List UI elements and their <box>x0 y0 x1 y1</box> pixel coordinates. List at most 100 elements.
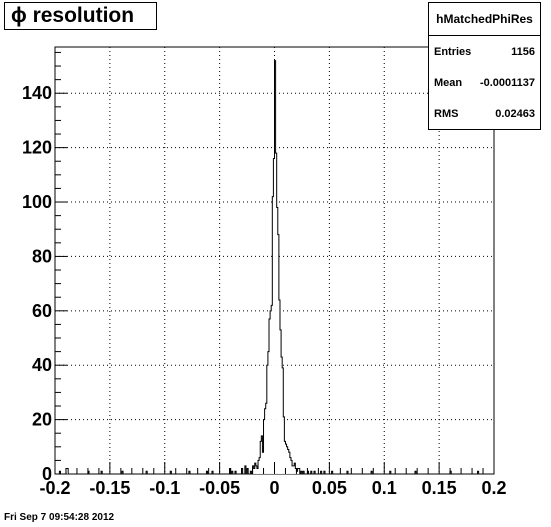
histogram-bin <box>261 435 263 474</box>
histogram-bin <box>295 468 297 474</box>
y-tick-label: 80 <box>32 246 52 266</box>
histogram-bin <box>307 471 309 474</box>
histogram-bin <box>146 471 148 474</box>
histogram-series <box>58 60 480 474</box>
stats-value: 1156 <box>511 45 535 58</box>
histogram-bin <box>259 457 261 474</box>
histogram-bin <box>231 471 233 474</box>
histogram-bin <box>255 465 257 474</box>
histogram-bin <box>170 471 172 474</box>
histogram-bin <box>252 465 254 474</box>
histogram-bin <box>253 468 255 474</box>
histogram-bin <box>282 367 284 474</box>
title-box: ϕ resolution <box>4 2 157 30</box>
x-tick-label: 0.15 <box>422 478 457 498</box>
x-tick-label: 0 <box>269 478 279 498</box>
histogram-bin <box>211 471 214 474</box>
y-tick-label: 100 <box>22 192 52 212</box>
histogram-bin <box>101 471 103 474</box>
histogram-bin <box>275 153 277 474</box>
histogram-bin <box>323 471 325 474</box>
histogram-bin <box>264 408 266 474</box>
histogram-bin <box>273 158 275 474</box>
x-tick-label: -0.1 <box>149 478 180 498</box>
histogram-bin <box>270 310 272 474</box>
histogram-bin <box>272 196 274 474</box>
histogram-bin <box>294 463 296 474</box>
histogram-bin <box>67 468 69 474</box>
histogram-bin <box>267 351 270 474</box>
x-tick-label: -0.05 <box>199 478 240 498</box>
histogram-bin <box>276 207 278 474</box>
histogram-bin <box>331 471 333 474</box>
histogram-bin <box>234 471 237 474</box>
histogram-bin <box>371 471 373 474</box>
histogram-bin <box>87 471 90 474</box>
histogram-bin <box>310 471 312 474</box>
stats-value: 0.02463 <box>495 107 535 120</box>
histogram-bin <box>283 416 285 474</box>
histogram-bin <box>286 446 288 474</box>
histogram-bin <box>314 471 316 474</box>
histogram-bin <box>260 441 262 474</box>
y-tick-label: 40 <box>32 355 52 375</box>
histogram-bin <box>274 60 276 474</box>
histogram-bin <box>450 471 452 474</box>
histogram-bin <box>389 471 391 474</box>
histogram-bin <box>277 234 279 474</box>
stats-histogram-name: hMatchedPhiRes <box>429 3 540 36</box>
histogram-bin <box>269 318 271 474</box>
timestamp-footer: Fri Sep 7 09:54:28 2012 <box>4 512 115 523</box>
stats-label: Mean <box>434 76 463 89</box>
histogram-bin <box>262 452 264 474</box>
stats-row-entries: Entries 1156 <box>429 36 540 67</box>
histogram-bin <box>297 468 299 474</box>
stats-label: Entries <box>434 45 472 58</box>
histogram-bin <box>477 471 479 474</box>
histogram-bin <box>320 471 322 474</box>
histogram-bin <box>247 468 249 474</box>
histogram-bin <box>265 403 267 474</box>
stats-box: hMatchedPhiRes Entries 1156 Mean -0.0001… <box>428 2 541 130</box>
histogram-bin <box>298 468 300 474</box>
histogram-bin <box>293 465 295 474</box>
y-tick-label: 60 <box>32 301 52 321</box>
histogram-bin <box>271 305 273 474</box>
histogram-bin <box>229 468 231 474</box>
x-tick-label: 0.1 <box>372 478 397 498</box>
stats-row-rms: RMS 0.02463 <box>429 98 540 129</box>
histogram-outline <box>58 60 480 474</box>
axes: -0.2 -0.15 -0.1 -0.05 0 0.05 0.1 0.15 0.2 0 20 40 60… <box>22 51 507 498</box>
x-tick-label: -0.15 <box>89 478 130 498</box>
stats-value: -0.0001137 <box>479 76 535 89</box>
histogram-bin <box>278 299 280 474</box>
histogram-bin <box>303 471 305 474</box>
stats-label: RMS <box>434 107 459 120</box>
histogram-bin <box>292 465 294 474</box>
stats-row-mean: Mean -0.0001137 <box>429 67 540 98</box>
histogram-bin <box>289 457 291 474</box>
histogram-bin <box>285 444 287 474</box>
histogram-bin <box>290 460 293 474</box>
histogram-bin <box>250 471 252 474</box>
histogram-bin <box>256 468 259 474</box>
histogram-bin <box>258 460 260 474</box>
y-tick-label: 0 <box>42 464 52 484</box>
histogram-bin <box>266 365 268 474</box>
histogram-bin <box>241 468 243 474</box>
histogram-bin <box>288 452 290 474</box>
histogram-bin <box>296 471 298 474</box>
histogram-bin <box>284 441 286 474</box>
y-tick-label: 120 <box>22 138 52 158</box>
histogram-bin <box>188 471 190 474</box>
histogram-bin <box>59 471 61 474</box>
histogram-bin <box>281 357 283 474</box>
histogram-bin <box>65 468 68 474</box>
x-tick-label: 0.2 <box>481 478 506 498</box>
y-tick-label: 20 <box>32 410 52 430</box>
x-tick-label: 0.05 <box>312 478 347 498</box>
chart-title: ϕ resolution <box>11 4 135 27</box>
histogram-bin <box>346 471 349 474</box>
histogram-bin <box>263 419 265 474</box>
